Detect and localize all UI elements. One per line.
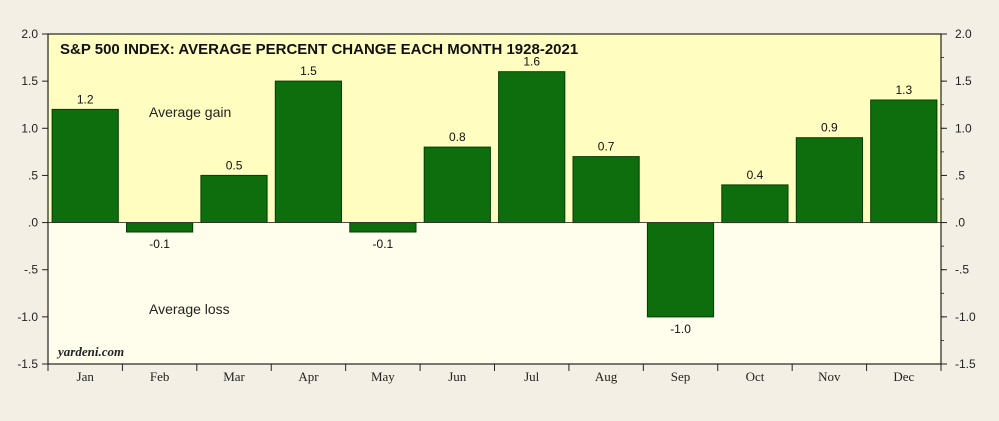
- x-axis-ticks: Jan Feb Mar Apr May Jun Jul Aug Sep Oct Nov Dec: [47, 364, 942, 384]
- x-tick-label-mar: Mar: [223, 369, 245, 384]
- bar-sep: [646, 222, 715, 318]
- x-tick-label-may: May: [371, 369, 395, 384]
- y-tick-label-left: .5: [28, 168, 38, 182]
- y-tick-label-right: 2.0: [955, 27, 972, 41]
- bar-feb: [126, 222, 194, 233]
- bars-group: [51, 71, 938, 318]
- y-tick-label-left: .0: [28, 216, 38, 230]
- data-label-sep: -1.0: [670, 322, 691, 336]
- y-tick-label-right: -.5: [955, 263, 969, 277]
- plot-background-negative: [48, 222, 941, 364]
- y-tick-label-left: 2.0: [21, 27, 38, 41]
- y-axis-ticks: 2.0 2.0 1.5 1.5 1.0 1.0 .5 .5 .0 .0 -.5 -.5 -1.0 -1.0…: [17, 27, 976, 371]
- data-label-nov: 0.9: [821, 121, 838, 135]
- y-tick-label-left: 1.5: [21, 74, 38, 88]
- y-tick-label-left: -.5: [24, 263, 38, 277]
- x-tick-label-jan: Jan: [77, 369, 95, 384]
- bar-apr: [274, 80, 342, 223]
- bar-oct: [721, 184, 789, 224]
- bar-dec: [870, 99, 938, 224]
- data-label-jan: 1.2: [77, 92, 94, 106]
- x-tick-label-jun: Jun: [448, 369, 467, 384]
- x-tick-label-feb: Feb: [150, 369, 170, 384]
- bar-jun: [423, 146, 491, 224]
- bar-may: [349, 222, 417, 233]
- data-label-feb: -0.1: [149, 237, 170, 251]
- y-tick-label-right: -1.5: [955, 357, 976, 371]
- y-tick-label-left: -1.5: [17, 357, 38, 371]
- data-labels: 1.2 -0.1 0.5 1.5 -0.1 0.8 1.6 0.7 -1.0 0.4 0.9 1.3: [77, 55, 913, 336]
- bar-nov: [795, 137, 863, 224]
- bar-jul: [498, 71, 566, 224]
- bar-aug: [572, 156, 640, 224]
- x-tick-label-sep: Sep: [671, 369, 691, 384]
- data-label-dec: 1.3: [895, 83, 912, 97]
- data-label-jun: 0.8: [449, 130, 466, 144]
- chart-title: S&P 500 INDEX: AVERAGE PERCENT CHANGE EA…: [60, 41, 578, 58]
- plot-background-positive: [48, 34, 941, 223]
- bar-mar: [200, 174, 268, 223]
- x-tick-label-aug: Aug: [595, 369, 618, 384]
- x-tick-label-apr: Apr: [298, 369, 319, 384]
- watermark-yardeni: yardeni.com: [56, 344, 124, 359]
- annotation-average-gain: Average gain: [149, 104, 231, 120]
- data-label-apr: 1.5: [300, 64, 317, 78]
- y-tick-label-right: .5: [955, 168, 965, 182]
- x-tick-label-jul: Jul: [524, 369, 540, 384]
- annotation-average-loss: Average loss: [149, 301, 230, 317]
- data-label-mar: 0.5: [226, 158, 243, 172]
- data-label-oct: 0.4: [747, 168, 764, 182]
- y-tick-label-right: -1.0: [955, 310, 976, 324]
- y-tick-label-right: 1.5: [955, 74, 972, 88]
- x-tick-label-dec: Dec: [893, 369, 914, 384]
- data-label-aug: 0.7: [598, 140, 615, 154]
- x-tick-label-nov: Nov: [818, 369, 841, 384]
- data-label-may: -0.1: [373, 237, 394, 251]
- data-label-jul: 1.6: [523, 55, 540, 69]
- y-tick-label-right: .0: [955, 216, 965, 230]
- y-tick-label-left: 1.0: [21, 121, 38, 135]
- y-tick-label-right: 1.0: [955, 121, 972, 135]
- x-tick-label-oct: Oct: [746, 369, 765, 384]
- y-tick-label-left: -1.0: [17, 310, 38, 324]
- bar-jan: [51, 108, 119, 223]
